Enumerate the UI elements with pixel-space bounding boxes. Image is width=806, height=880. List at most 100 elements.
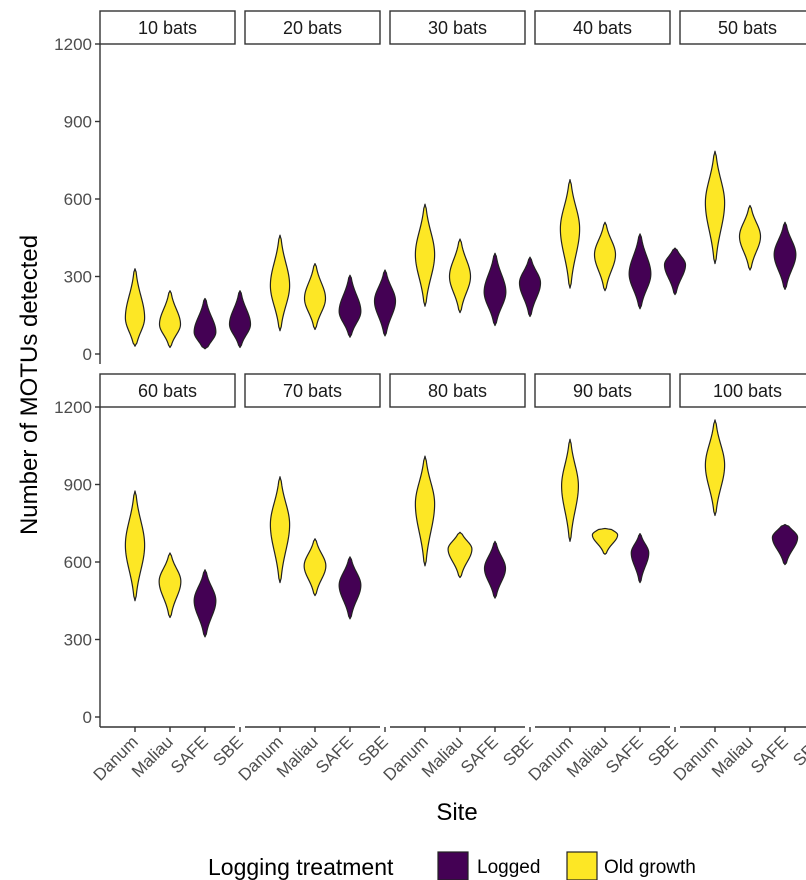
facet-strip xyxy=(99,10,236,45)
violin-safe xyxy=(771,523,799,566)
facet-strip-label: 10 bats xyxy=(138,18,197,38)
x-tick-label: SAFE xyxy=(747,732,792,777)
facet-strip-label: 60 bats xyxy=(138,381,197,401)
violin-maliau xyxy=(738,204,762,271)
facet-panel: 90 bats xyxy=(534,373,671,584)
violin-danum xyxy=(269,234,291,332)
violin-danum xyxy=(561,438,579,542)
facet-strip xyxy=(534,10,671,45)
facet-strip-label: 30 bats xyxy=(428,18,487,38)
y-tick-label: 1200 xyxy=(54,398,92,417)
y-tick-label: 0 xyxy=(83,708,92,727)
violin-sbe xyxy=(228,290,252,349)
violin-danum xyxy=(269,476,291,584)
y-tick-label: 300 xyxy=(64,268,92,287)
legend-swatch xyxy=(437,851,469,880)
x-tick-label: Danum xyxy=(525,732,577,784)
axes: 0 300 600 900 1200 0 300 600 900 1200 DanumMaliauS… xyxy=(54,35,806,785)
x-tick-label: SAFE xyxy=(167,732,212,777)
y-tick-label: 600 xyxy=(64,190,92,209)
legend-entry-old: Old growth xyxy=(566,851,696,880)
facet-strip-label: 20 bats xyxy=(283,18,342,38)
facet-strip xyxy=(244,373,381,408)
x-tick-label: Danum xyxy=(670,732,722,784)
violin-safe xyxy=(483,252,507,327)
violin-maliau xyxy=(591,527,619,555)
violin-safe xyxy=(773,221,797,291)
x-tick-label: SBE xyxy=(789,732,806,769)
y-axis: 0 300 600 900 1200 xyxy=(54,35,101,364)
facet-panel: 80 bats xyxy=(389,373,526,599)
y-tick-label: 1200 xyxy=(54,35,92,54)
violin-safe xyxy=(193,569,217,638)
facet-panel: 40 bats xyxy=(534,10,687,310)
violin-safe xyxy=(483,540,507,599)
violin-sbe xyxy=(663,247,687,296)
legend-entry-logged: Logged xyxy=(437,851,540,880)
x-tick-label: Danum xyxy=(380,732,432,784)
violin-safe xyxy=(338,556,362,620)
facet-strip xyxy=(534,373,671,408)
violin-sbe xyxy=(518,256,542,318)
y-axis: 0 300 600 900 1200 xyxy=(54,398,101,727)
x-axis-title: Site xyxy=(436,799,477,826)
facet-panel: 50 bats xyxy=(679,10,806,291)
y-axis-title: Number of MOTUs detected xyxy=(16,235,43,535)
violin-danum xyxy=(704,419,726,517)
facet-panel: 10 bats xyxy=(99,10,252,350)
facet-strip-label: 80 bats xyxy=(428,381,487,401)
violin-danum xyxy=(414,203,436,307)
y-tick-label: 0 xyxy=(83,345,92,364)
facet-strip xyxy=(389,373,526,408)
x-tick-label: SAFE xyxy=(312,732,357,777)
x-tick-label: Danum xyxy=(235,732,287,784)
facet-panel: 100 bats xyxy=(679,373,806,566)
violin-danum xyxy=(124,490,146,602)
violin-sbe xyxy=(373,269,397,337)
facet-strip xyxy=(389,10,526,45)
violin-danum xyxy=(414,455,436,567)
violin-maliau xyxy=(158,290,182,349)
violin-danum xyxy=(559,179,581,289)
facet-strip xyxy=(99,373,236,408)
facet-strip-label: 40 bats xyxy=(573,18,632,38)
violin-maliau xyxy=(158,552,182,619)
facet-strip-label: 50 bats xyxy=(718,18,777,38)
violin-maliau xyxy=(448,238,472,314)
facet-panels: 10 bats 20 bats 30 bats 40 bats 50 bats 60 ba… xyxy=(99,10,806,638)
legend-title: Logging treatment xyxy=(208,854,394,880)
x-tick-label: SAFE xyxy=(602,732,647,777)
facet-panel: 70 bats xyxy=(244,373,381,620)
y-tick-label: 900 xyxy=(64,113,92,132)
facet-panel: 30 bats xyxy=(389,10,542,327)
violin-maliau xyxy=(447,531,473,579)
violin-safe xyxy=(630,532,650,584)
legend-label: Old growth xyxy=(604,857,696,878)
facet-strip-label: 90 bats xyxy=(573,381,632,401)
legend-label: Logged xyxy=(477,857,540,878)
violin-maliau xyxy=(593,221,617,292)
y-tick-label: 600 xyxy=(64,553,92,572)
y-tick-label: 300 xyxy=(64,631,92,650)
legend-swatch xyxy=(566,851,598,880)
violin-danum xyxy=(124,268,146,347)
x-tick-label: Danum xyxy=(90,732,142,784)
facet-strip xyxy=(244,10,381,45)
violin-safe xyxy=(628,233,652,310)
legend: Logging treatment Logged Old growth xyxy=(208,851,696,880)
violin-maliau xyxy=(303,538,327,597)
violin-maliau xyxy=(303,262,327,331)
x-tick-label: SAFE xyxy=(457,732,502,777)
facet-panel: 60 bats xyxy=(99,373,236,638)
facet-strip xyxy=(679,373,806,408)
violin-safe xyxy=(338,274,362,338)
facet-strip-label: 100 bats xyxy=(713,381,782,401)
y-tick-label: 900 xyxy=(64,476,92,495)
violin-safe xyxy=(193,297,217,350)
